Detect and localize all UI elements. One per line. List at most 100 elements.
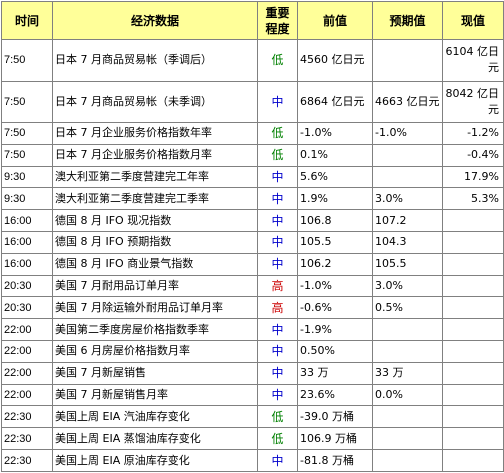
- row-event: 美国 7 月新屋销售: [52, 361, 258, 385]
- row-time: 7:50: [1, 39, 53, 82]
- row-time: 16:00: [1, 252, 53, 276]
- row-event: 德国 8 月 IFO 现况指数: [52, 209, 258, 233]
- row-event: 美国 7 月耐用品订单月率: [52, 274, 258, 298]
- row-actual: [442, 209, 504, 233]
- row-time: 16:00: [1, 209, 53, 233]
- row-previous: 106.9 万桶: [297, 427, 373, 451]
- row-forecast: [372, 340, 443, 363]
- table-row: 7:50 日本 7 月商品贸易帐（未季调）中 6864 亿日元 4663 亿日元 804…: [1, 80, 504, 124]
- row-importance: 中: [257, 165, 298, 189]
- row-actual: [442, 405, 504, 429]
- row-previous: -1.0%: [297, 274, 373, 298]
- header-time: 时间: [1, 1, 53, 40]
- table-row: 7:50 日本 7 月企业服务价格指数年率低 -1.0% -1.0% -1.2%: [1, 122, 504, 145]
- row-forecast: [372, 165, 443, 189]
- row-time: 22:30: [1, 427, 53, 451]
- row-previous: 5.6%: [297, 165, 373, 189]
- row-actual: -1.2%: [442, 122, 504, 145]
- row-actual: 5.3%: [442, 187, 504, 211]
- row-previous: 33 万: [297, 361, 373, 385]
- table-row: 7:50 日本 7 月商品贸易帐（季调后）低 4560 亿日元 6104 亿日元: [1, 39, 504, 82]
- row-previous: -0.6%: [297, 296, 373, 320]
- table-row: 20:30 美国 7 月耐用品订单月率高 -1.0% 3.0%: [1, 274, 504, 298]
- table-row: 16:00 德国 8 月 IFO 现况指数中 106.8 107.2: [1, 209, 504, 233]
- row-actual: 8042 亿日元: [442, 80, 504, 124]
- row-importance: 中: [257, 340, 298, 363]
- row-previous: 6864 亿日元: [297, 80, 373, 124]
- header-forecast: 预期值: [372, 1, 443, 40]
- table-row: 9:30 澳大利亚第二季度营建完工年率中 5.6% 17.9%: [1, 165, 504, 189]
- row-forecast: 33 万: [372, 361, 443, 385]
- header-event: 经济数据: [52, 1, 258, 40]
- table-header-row: 时间 经济数据 重要程度 前值 预期值 现值: [1, 1, 504, 40]
- row-forecast: [372, 427, 443, 451]
- row-actual: 6104 亿日元: [442, 39, 504, 82]
- row-forecast: 105.5: [372, 252, 443, 276]
- row-forecast: 3.0%: [372, 187, 443, 211]
- row-previous: 4560 亿日元: [297, 39, 373, 82]
- row-previous: -81.8 万桶: [297, 449, 373, 472]
- row-forecast: -1.0%: [372, 122, 443, 145]
- row-event: 美国上周 EIA 汽油库存变化: [52, 405, 258, 429]
- row-forecast: [372, 318, 443, 342]
- row-previous: 23.6%: [297, 383, 373, 407]
- row-previous: 106.2: [297, 252, 373, 276]
- row-importance: 高: [257, 274, 298, 298]
- table-row: 22:30 美国上周 EIA 原油库存变化中 -81.8 万桶: [1, 449, 504, 472]
- row-importance: 中: [257, 187, 298, 211]
- table-row: 7:50 日本 7 月企业服务价格指数月率低 0.1% -0.4%: [1, 143, 504, 167]
- row-time: 22:00: [1, 318, 53, 342]
- row-forecast: [372, 143, 443, 167]
- row-importance: 中: [257, 383, 298, 407]
- row-forecast: 0.0%: [372, 383, 443, 407]
- table-body: 7:50 日本 7 月商品贸易帐（季调后）低 4560 亿日元 6104 亿日元 7:5…: [1, 39, 504, 472]
- row-previous: -1.9%: [297, 318, 373, 342]
- row-event: 日本 7 月商品贸易帐（未季调）: [52, 80, 258, 124]
- row-previous: 105.5: [297, 231, 373, 254]
- row-event: 日本 7 月企业服务价格指数年率: [52, 122, 258, 145]
- header-importance: 重要程度: [257, 1, 298, 40]
- row-actual: [442, 340, 504, 363]
- table-row: 22:00 美国 7 月新屋销售月率中 23.6% 0.0%: [1, 383, 504, 407]
- row-forecast: [372, 405, 443, 429]
- row-actual: -0.4%: [442, 143, 504, 167]
- row-time: 7:50: [1, 80, 53, 124]
- row-event: 德国 8 月 IFO 预期指数: [52, 231, 258, 254]
- row-time: 22:00: [1, 383, 53, 407]
- row-importance: 中: [257, 231, 298, 254]
- row-forecast: 3.0%: [372, 274, 443, 298]
- row-actual: [442, 296, 504, 320]
- row-importance: 中: [257, 209, 298, 233]
- row-importance: 低: [257, 143, 298, 167]
- row-event: 美国上周 EIA 蒸馏油库存变化: [52, 427, 258, 451]
- row-event: 日本 7 月商品贸易帐（季调后）: [52, 39, 258, 82]
- row-time: 9:30: [1, 187, 53, 211]
- row-actual: [442, 318, 504, 342]
- row-event: 澳大利亚第二季度营建完工季率: [52, 187, 258, 211]
- row-event: 日本 7 月企业服务价格指数月率: [52, 143, 258, 167]
- row-time: 22:00: [1, 361, 53, 385]
- row-time: 16:00: [1, 231, 53, 254]
- row-time: 22:30: [1, 405, 53, 429]
- row-forecast: 104.3: [372, 231, 443, 254]
- row-time: 20:30: [1, 274, 53, 298]
- header-actual: 现值: [442, 1, 504, 40]
- table-row: 16:00 德国 8 月 IFO 商业景气指数中 106.2 105.5: [1, 252, 504, 276]
- row-event: 美国 6 月房屋价格指数月率: [52, 340, 258, 363]
- row-importance: 中: [257, 449, 298, 472]
- row-time: 9:30: [1, 165, 53, 189]
- row-event: 美国 7 月新屋销售月率: [52, 383, 258, 407]
- row-previous: 106.8: [297, 209, 373, 233]
- row-actual: [442, 274, 504, 298]
- table-row: 20:30 美国 7 月除运输外耐用品订单月率高 -0.6% 0.5%: [1, 296, 504, 320]
- row-importance: 中: [257, 252, 298, 276]
- row-event: 美国 7 月除运输外耐用品订单月率: [52, 296, 258, 320]
- table-row: 22:00 美国第二季度房屋价格指数季率中 -1.9%: [1, 318, 504, 342]
- row-forecast: 0.5%: [372, 296, 443, 320]
- row-actual: [442, 252, 504, 276]
- row-importance: 中: [257, 361, 298, 385]
- table-row: 16:00 德国 8 月 IFO 预期指数中 105.5 104.3: [1, 231, 504, 254]
- row-time: 22:00: [1, 340, 53, 363]
- row-importance: 低: [257, 427, 298, 451]
